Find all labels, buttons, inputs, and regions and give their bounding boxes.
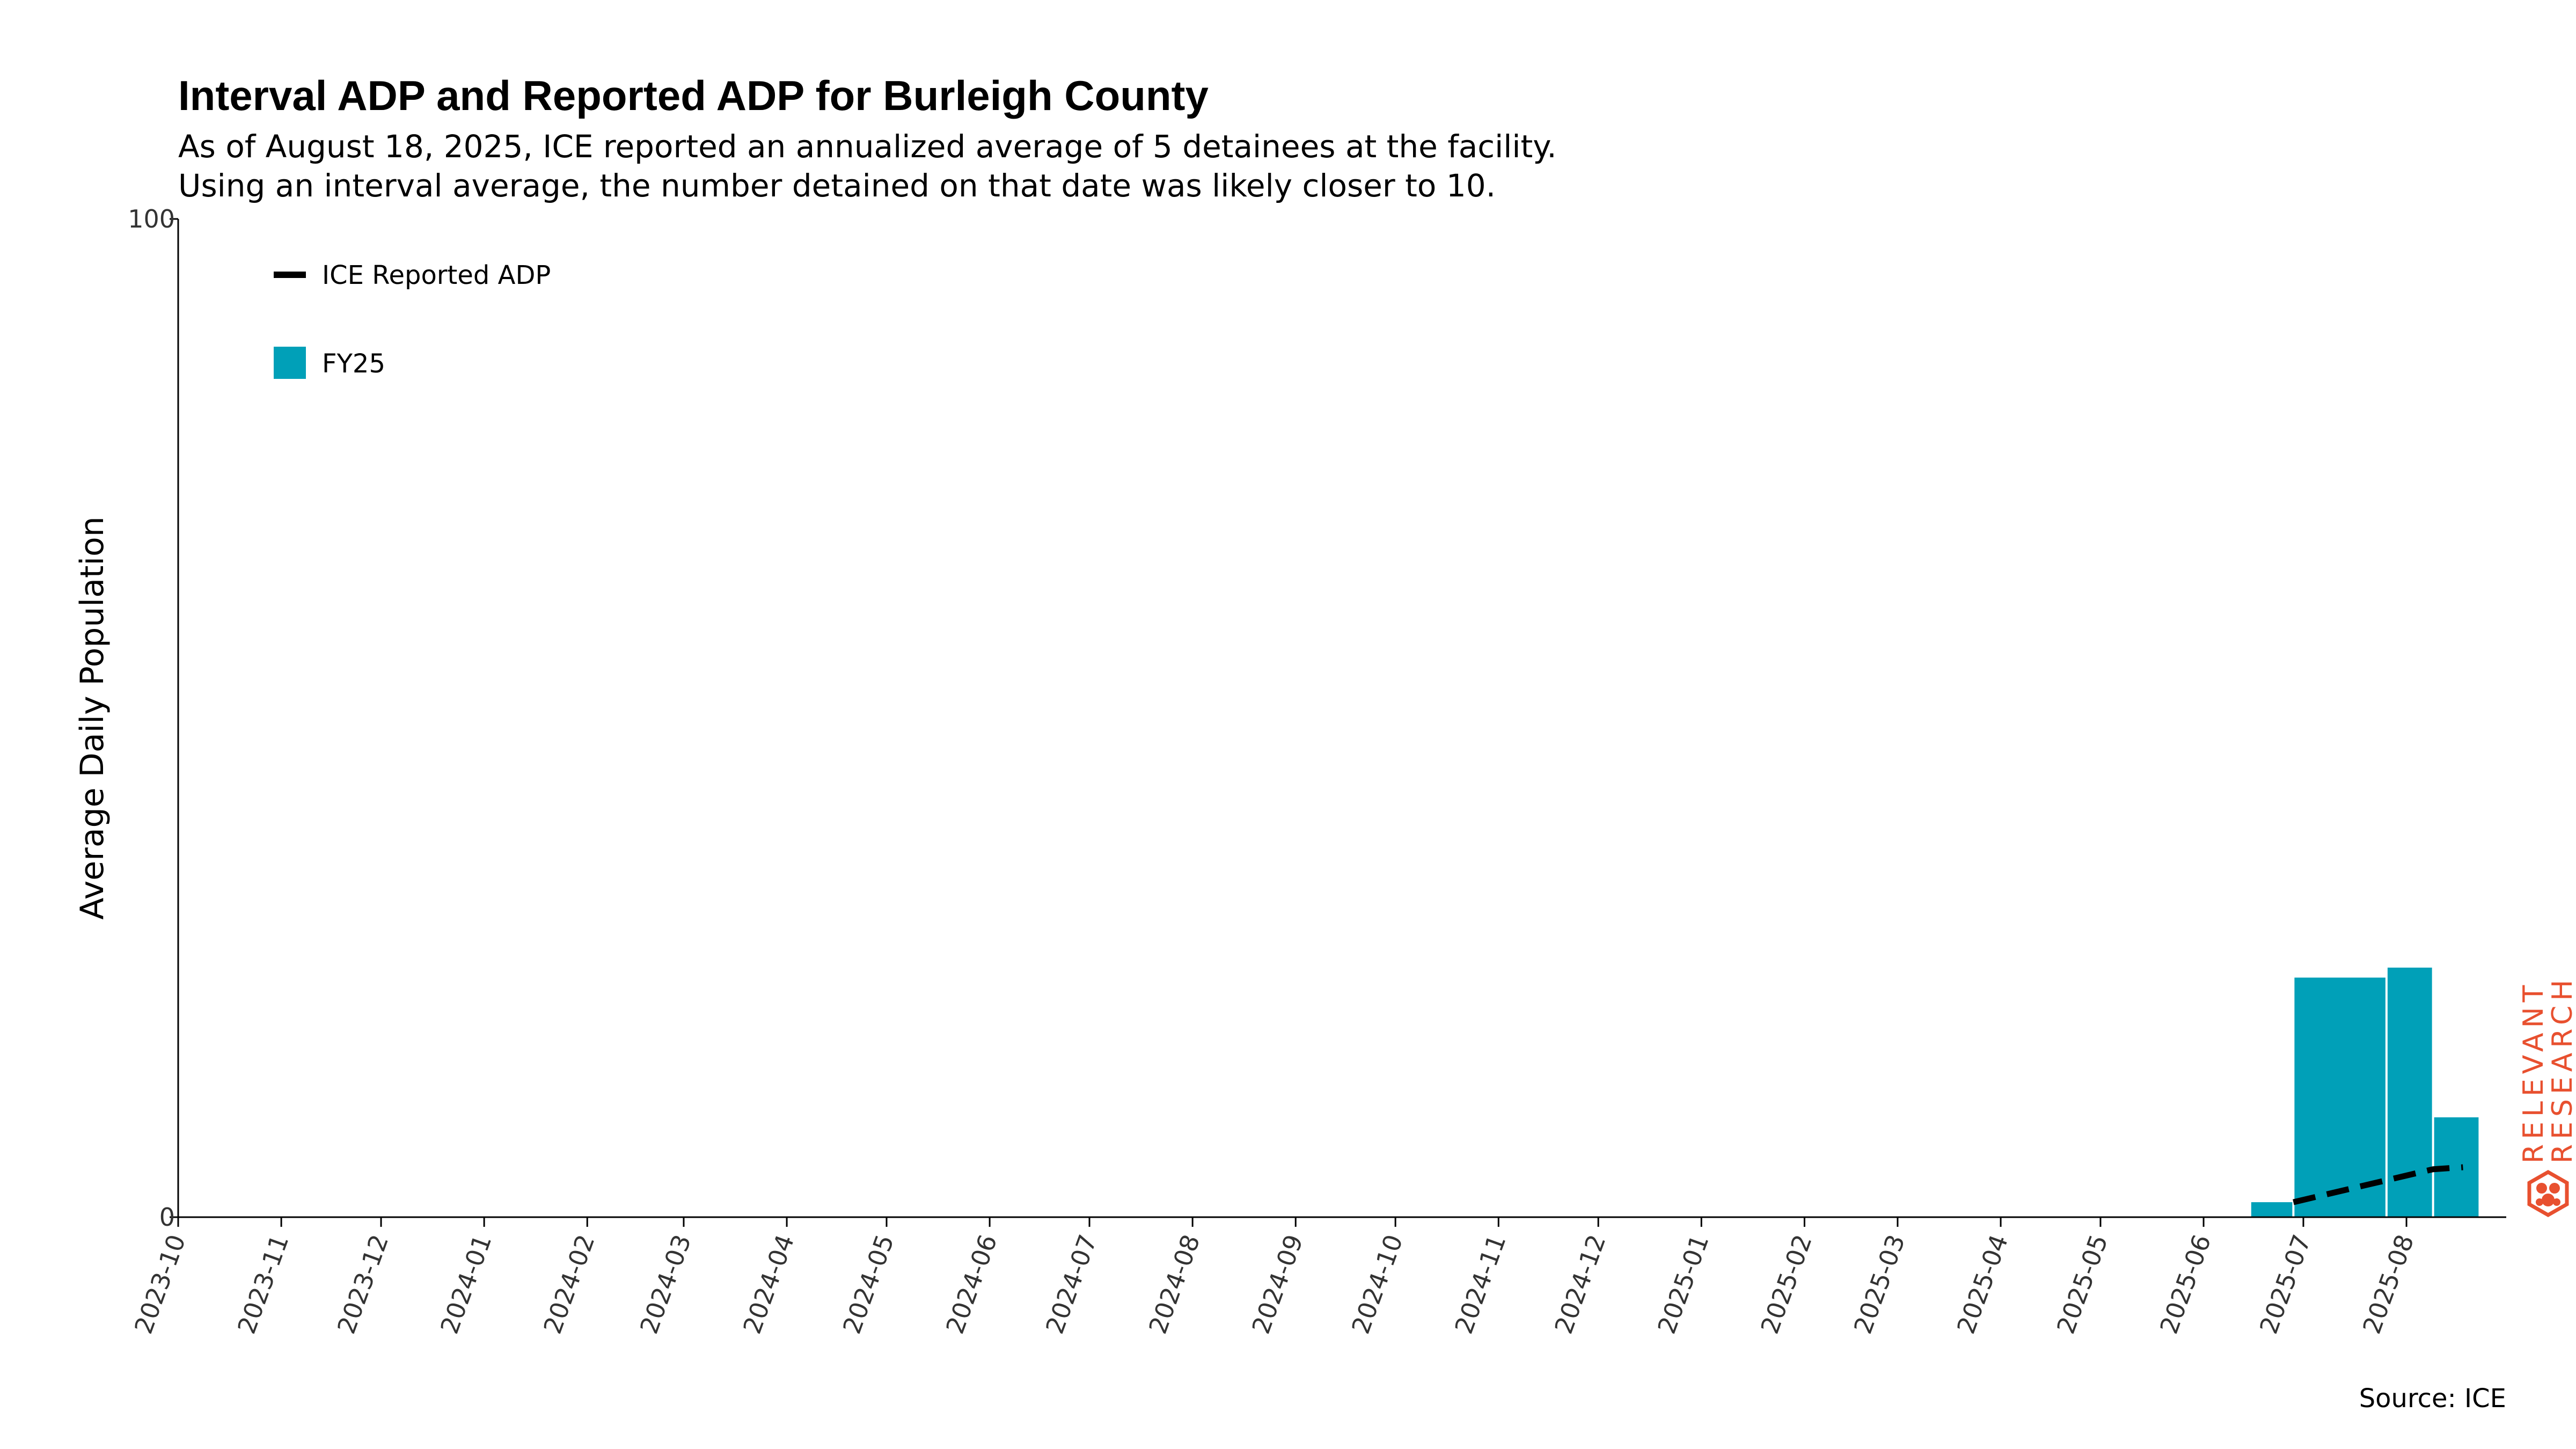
y-axis-label: Average Daily Population [74, 516, 111, 920]
x-tick-label: 2024-08 [1143, 1231, 1205, 1337]
line-ice-reported-adp [2293, 1164, 2463, 1205]
chart-subtitle-line-1: As of August 18, 2025, ICE reported an a… [178, 128, 1557, 165]
x-tick-label: 2025-01 [1652, 1231, 1714, 1337]
x-tick-label: 2023-10 [129, 1231, 191, 1337]
x-tick-label: 2023-12 [332, 1231, 394, 1337]
x-tick-label: 2024-05 [837, 1231, 899, 1337]
chart-subtitle-line-2: Using an interval average, the number de… [178, 167, 1496, 204]
x-tick-label: 2025-05 [2051, 1231, 2113, 1337]
plot-area [2251, 968, 2479, 1217]
bar-fy25-1 [2294, 977, 2385, 1217]
source-note: Source: ICE [2359, 1384, 2506, 1414]
x-tick-label: 2024-01 [435, 1231, 497, 1337]
x-tick-label: 2025-06 [2154, 1231, 2216, 1337]
legend-bar-swatch [274, 347, 306, 379]
legend-label-fy25: FY25 [322, 349, 385, 379]
x-tick-label: 2024-10 [1346, 1231, 1408, 1337]
hexagon-molecule-icon [2527, 1169, 2569, 1218]
x-tick-label: 2024-04 [737, 1231, 800, 1337]
x-tick-label: 2024-07 [1040, 1231, 1102, 1337]
logo-text-research: RESEARCH [2546, 975, 2576, 1163]
x-tick-label: 2025-04 [1951, 1231, 2014, 1337]
x-tick-label: 2024-06 [940, 1231, 1002, 1337]
y-tick-label: 0 [159, 1203, 175, 1232]
legend-label-reported-adp: ICE Reported ADP [322, 260, 551, 290]
y-axis-ticks: 0 100 [128, 204, 178, 1232]
x-axis-ticks: 2023-10 2023-11 2023-12 2024-01 2024-02 2024-… [129, 1217, 2419, 1337]
chart-title: Interval ADP and Reported ADP for Burlei… [178, 72, 1209, 119]
x-tick-label: 2024-02 [538, 1231, 600, 1337]
x-tick-label: 2024-03 [634, 1231, 697, 1337]
y-tick-label: 100 [128, 204, 175, 233]
x-tick-label: 2025-02 [1755, 1231, 1817, 1337]
logo-text-relevant: RELEVANT [2518, 980, 2550, 1163]
x-tick-label: 2025-03 [1848, 1231, 1911, 1337]
x-tick-label: 2024-09 [1246, 1231, 1308, 1337]
bar-fy25-0 [2251, 1202, 2293, 1217]
x-tick-label: 2024-12 [1549, 1231, 1611, 1337]
x-tick-label: 2024-11 [1449, 1231, 1511, 1337]
x-tick-label: 2025-07 [2254, 1231, 2316, 1337]
legend: ICE Reported ADP FY25 [274, 260, 551, 379]
x-tick-label: 2023-11 [232, 1231, 294, 1337]
relevant-research-logo: RELEVANT RESEARCH [2518, 975, 2576, 1218]
x-tick-label: 2025-08 [2357, 1231, 2419, 1337]
